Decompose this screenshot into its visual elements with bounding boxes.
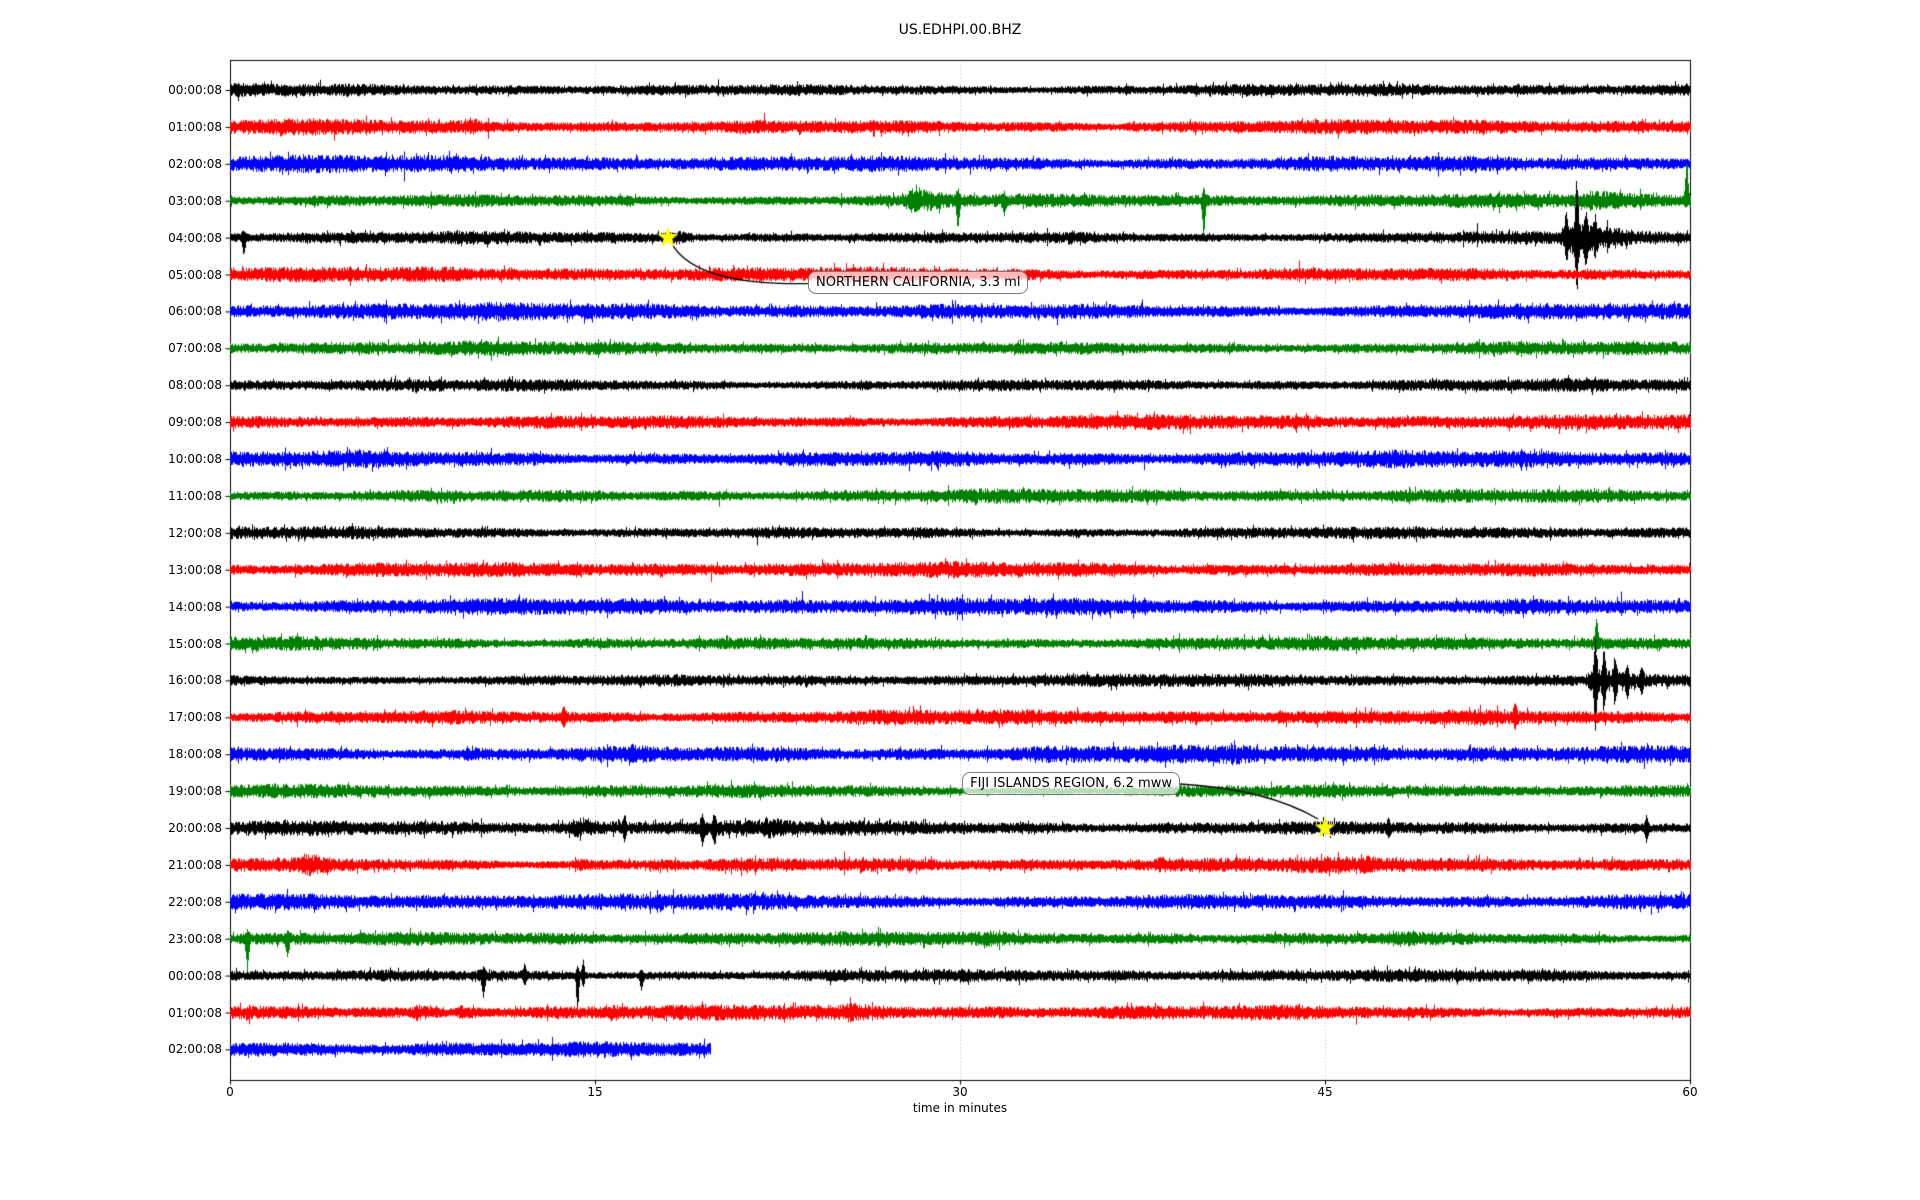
x-tick-label: 30 xyxy=(952,1085,968,1099)
x-tick-label: 0 xyxy=(226,1085,234,1099)
y-axis-label: 14:00:08 xyxy=(168,599,222,614)
y-axis-label: 11:00:08 xyxy=(168,488,222,503)
annotation-fiji-islands: FIJI ISLANDS REGION, 6.2 mww xyxy=(962,772,1180,795)
y-axis-label: 03:00:08 xyxy=(168,193,222,208)
chart-title: US.EDHPI.00.BHZ xyxy=(898,22,1022,38)
y-axis-label: 17:00:08 xyxy=(168,710,222,725)
y-axis-label: 10:00:08 xyxy=(168,452,222,466)
y-axis-label: 18:00:08 xyxy=(168,747,222,762)
y-axis-label: 00:00:08 xyxy=(168,83,222,97)
y-axis-label: 05:00:08 xyxy=(168,267,222,282)
y-axis-label: 02:00:08 xyxy=(168,156,222,171)
y-axis-label: 01:00:08 xyxy=(168,1005,222,1020)
y-axis-label: 07:00:08 xyxy=(168,341,222,356)
x-tick-label: 15 xyxy=(587,1085,603,1099)
y-axis-label: 13:00:08 xyxy=(168,562,222,577)
annotation-northern-california: NORTHERN CALIFORNIA, 3.3 ml xyxy=(808,270,1029,294)
x-axis-label: time in minutes xyxy=(912,1101,1008,1115)
y-axis-label: 22:00:08 xyxy=(168,894,222,909)
y-axis-label: 12:00:08 xyxy=(168,525,222,540)
y-axis-label: 02:00:08 xyxy=(168,1042,222,1057)
y-axis-label: 16:00:08 xyxy=(168,673,222,688)
y-axis-label: 21:00:08 xyxy=(168,857,222,872)
y-axis-label: 08:00:08 xyxy=(168,378,222,393)
y-axis-label: 19:00:08 xyxy=(168,784,222,799)
y-axis-label: 00:00:08 xyxy=(168,968,222,983)
x-tick-label: 45 xyxy=(1317,1085,1333,1099)
y-axis-label: 23:00:08 xyxy=(168,931,222,946)
y-axis-label: 09:00:08 xyxy=(168,415,222,430)
y-axis-label: 15:00:08 xyxy=(168,636,222,651)
y-axis-label: 20:00:08 xyxy=(168,821,222,835)
y-axis-label: 01:00:08 xyxy=(168,119,222,134)
y-axis-label: 04:00:08 xyxy=(168,230,222,245)
y-axis-label: 06:00:08 xyxy=(168,304,222,319)
x-tick-label: 60 xyxy=(1682,1085,1698,1099)
